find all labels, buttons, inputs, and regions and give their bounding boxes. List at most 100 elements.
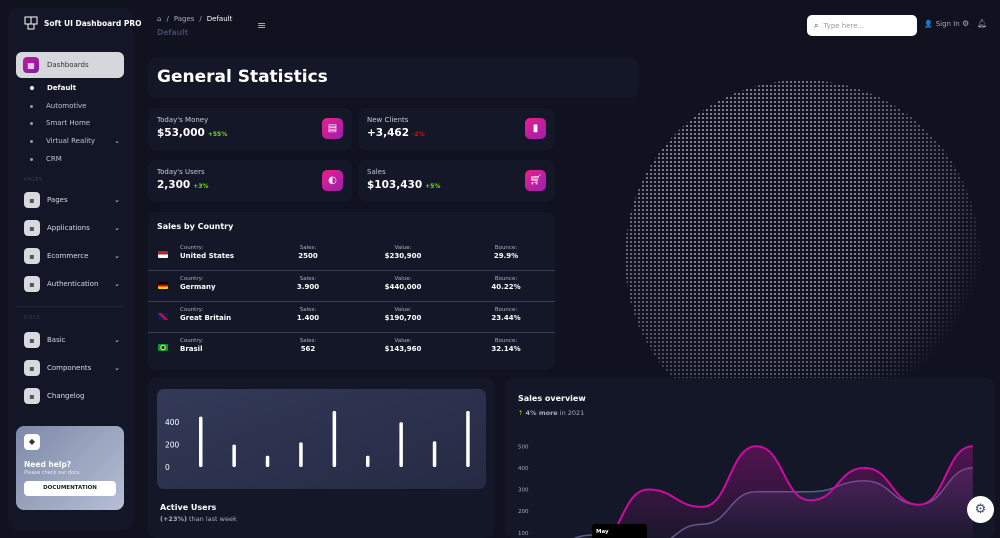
bounce-cell: Bounce: 32.14% [491,338,521,353]
cart-icon: 🛒︎ [525,170,546,191]
subitem-label: Default [47,84,77,92]
active-users-card: 0 200 400 Active Users (+23%) than last we… [148,378,494,538]
sidebar-item-label: Components [47,364,92,372]
sign-in-label: Sign In [935,20,960,28]
stat-card: New Clients +3,462 -2% ▮ [358,108,555,150]
sidebar-item-components[interactable]: ▪ Components ⌄ [24,360,120,376]
country-cell: Country: United States [180,245,234,260]
y-tick-label: 500 [518,444,529,450]
y-tick-label: 400 [518,466,529,472]
sidebar-subitem[interactable]: Default [30,84,120,92]
clients-icon: ▮ [525,118,546,139]
sales-cell: Sales: 3.900 [296,276,320,291]
documentation-button[interactable]: DOCUMENTATION [24,481,116,496]
sidebar-item-authentication[interactable]: ▪ Authentication ⌄ [24,276,120,292]
subitem-label: Automotive [46,102,87,110]
sidebar-item-label: Authentication [47,280,99,288]
breadcrumb-pages[interactable]: Pages [173,15,195,23]
sidebar-item-dashboards[interactable]: ▦ Dashboards [16,52,124,78]
stat-card: Sales $103,430 +5% 🛒︎ [358,160,555,202]
sales-cell: Sales: 562 [299,338,317,353]
active-users-title: Active Users [160,503,217,512]
chevron-down-icon: ⌄ [114,137,120,145]
sidebar-item-ecommerce[interactable]: ▪ Ecommerce ⌄ [24,248,120,264]
table-row: Country: Germany Sales: 3.900 Value: $440,000… [148,271,555,302]
search-placeholder: Type here... [823,21,865,30]
bullet-icon [30,104,33,108]
flag-de-icon [158,282,168,289]
basket-icon: ▪ [24,248,40,264]
chevron-down-icon: ⌄ [114,224,120,232]
card-title: Sales by Country [157,222,234,231]
bell-icon[interactable]: 🔔︎ [977,19,988,28]
table-row: Country: Great Britain Sales: 1.400 Value: $1… [148,302,555,333]
sidebar-item-pages[interactable]: ▪ Pages ⌄ [24,192,120,208]
sidebar-item-changelog[interactable]: ▪ Changelog [24,388,120,404]
office-icon: ▪ [24,192,40,208]
configurator-settings-button[interactable]: ⚙ [967,496,994,523]
home-icon[interactable]: ⌂ [157,15,162,23]
svg-text:May: May [596,529,609,535]
flag-br-icon [158,344,168,351]
bar[interactable] [399,422,403,467]
bar[interactable] [432,441,437,467]
general-statistics-card: General Statistics [148,58,638,98]
bar[interactable] [232,444,236,467]
series-line[interactable] [540,445,973,538]
settings-icon[interactable]: ⚙ [962,19,970,28]
bar[interactable] [466,411,470,467]
stat-value: +3,462 -2% [367,127,425,139]
brand-name: Soft UI Dashboard PRO [44,18,142,28]
tools-icon: ▪ [24,220,40,236]
value-cell: Value: $143,960 [384,338,422,353]
sidebar-item-applications[interactable]: ▪ Applications ⌄ [24,220,120,236]
bar[interactable] [265,455,270,467]
table-row: Country: United States Sales: 2500 Value: $23… [148,240,555,271]
spaceship-icon: ▪ [24,332,40,348]
help-title: Need help? [24,460,72,469]
globe-illustration [625,80,980,435]
subitem-label: Smart Home [46,119,91,127]
credit-card-icon: ▪ [24,388,40,404]
stat-value: 2,300 +3% [157,179,209,191]
y-tick-label: 200 [518,509,529,515]
help-subtitle: Please check our docs [24,470,80,476]
bar[interactable] [299,442,303,467]
stat-label: Today's Users [157,168,205,176]
diamond-icon: ◆ [24,434,40,450]
bounce-cell: Bounce: 29.9% [493,245,519,260]
bar-chart-panel: 0 200 400 [157,389,486,489]
sidebar-item-basic[interactable]: ▪ Basic ⌄ [24,332,120,348]
sidebar-subitem[interactable]: Virtual Reality ⌄ [30,137,120,145]
value-cell: Value: $190,700 [384,307,422,322]
sales-overview-subtitle: ↑ 4% more in 2021 [518,409,585,417]
sidebar-subitem[interactable]: Automotive [30,102,120,110]
table-row: Country: Brasil Sales: 562 Value: $143,960 Bou… [148,333,555,364]
breadcrumb: ⌂ / Pages / Default [157,15,233,23]
bar[interactable] [332,411,337,467]
section-heading-docs: DOCS [24,315,41,321]
logo-icon [24,16,38,30]
flag-us-icon [158,251,168,258]
country-cell: Country: Great Britain [180,307,232,322]
sidebar-subitem[interactable]: Smart Home [30,119,120,127]
bullet-icon [30,86,34,90]
section-title: General Statistics [157,67,328,87]
sign-in-link[interactable]: 👤 Sign In [924,20,960,28]
bar[interactable] [199,416,203,467]
search-input[interactable]: ⌕ Type here... [807,15,917,36]
chart-tooltip: May [592,524,647,538]
sidebar-item-label: Changelog [47,392,85,400]
sidebar-item-label: Dashboards [47,61,89,69]
value-cell: Value: $230,900 [384,245,422,260]
series-area [609,446,973,538]
brand[interactable]: Soft UI Dashboard PRO [24,16,142,30]
hamburger-icon[interactable]: ≡ [257,19,267,32]
active-users-bar-chart: 0 200 400 [165,411,470,472]
bar[interactable] [366,455,370,467]
stat-change: -2% [412,131,425,138]
divider [16,306,124,307]
sidebar-subitem[interactable]: CRM [30,155,120,163]
stat-label: Today's Money [157,116,209,124]
sidebar-item-label: Pages [47,196,68,204]
